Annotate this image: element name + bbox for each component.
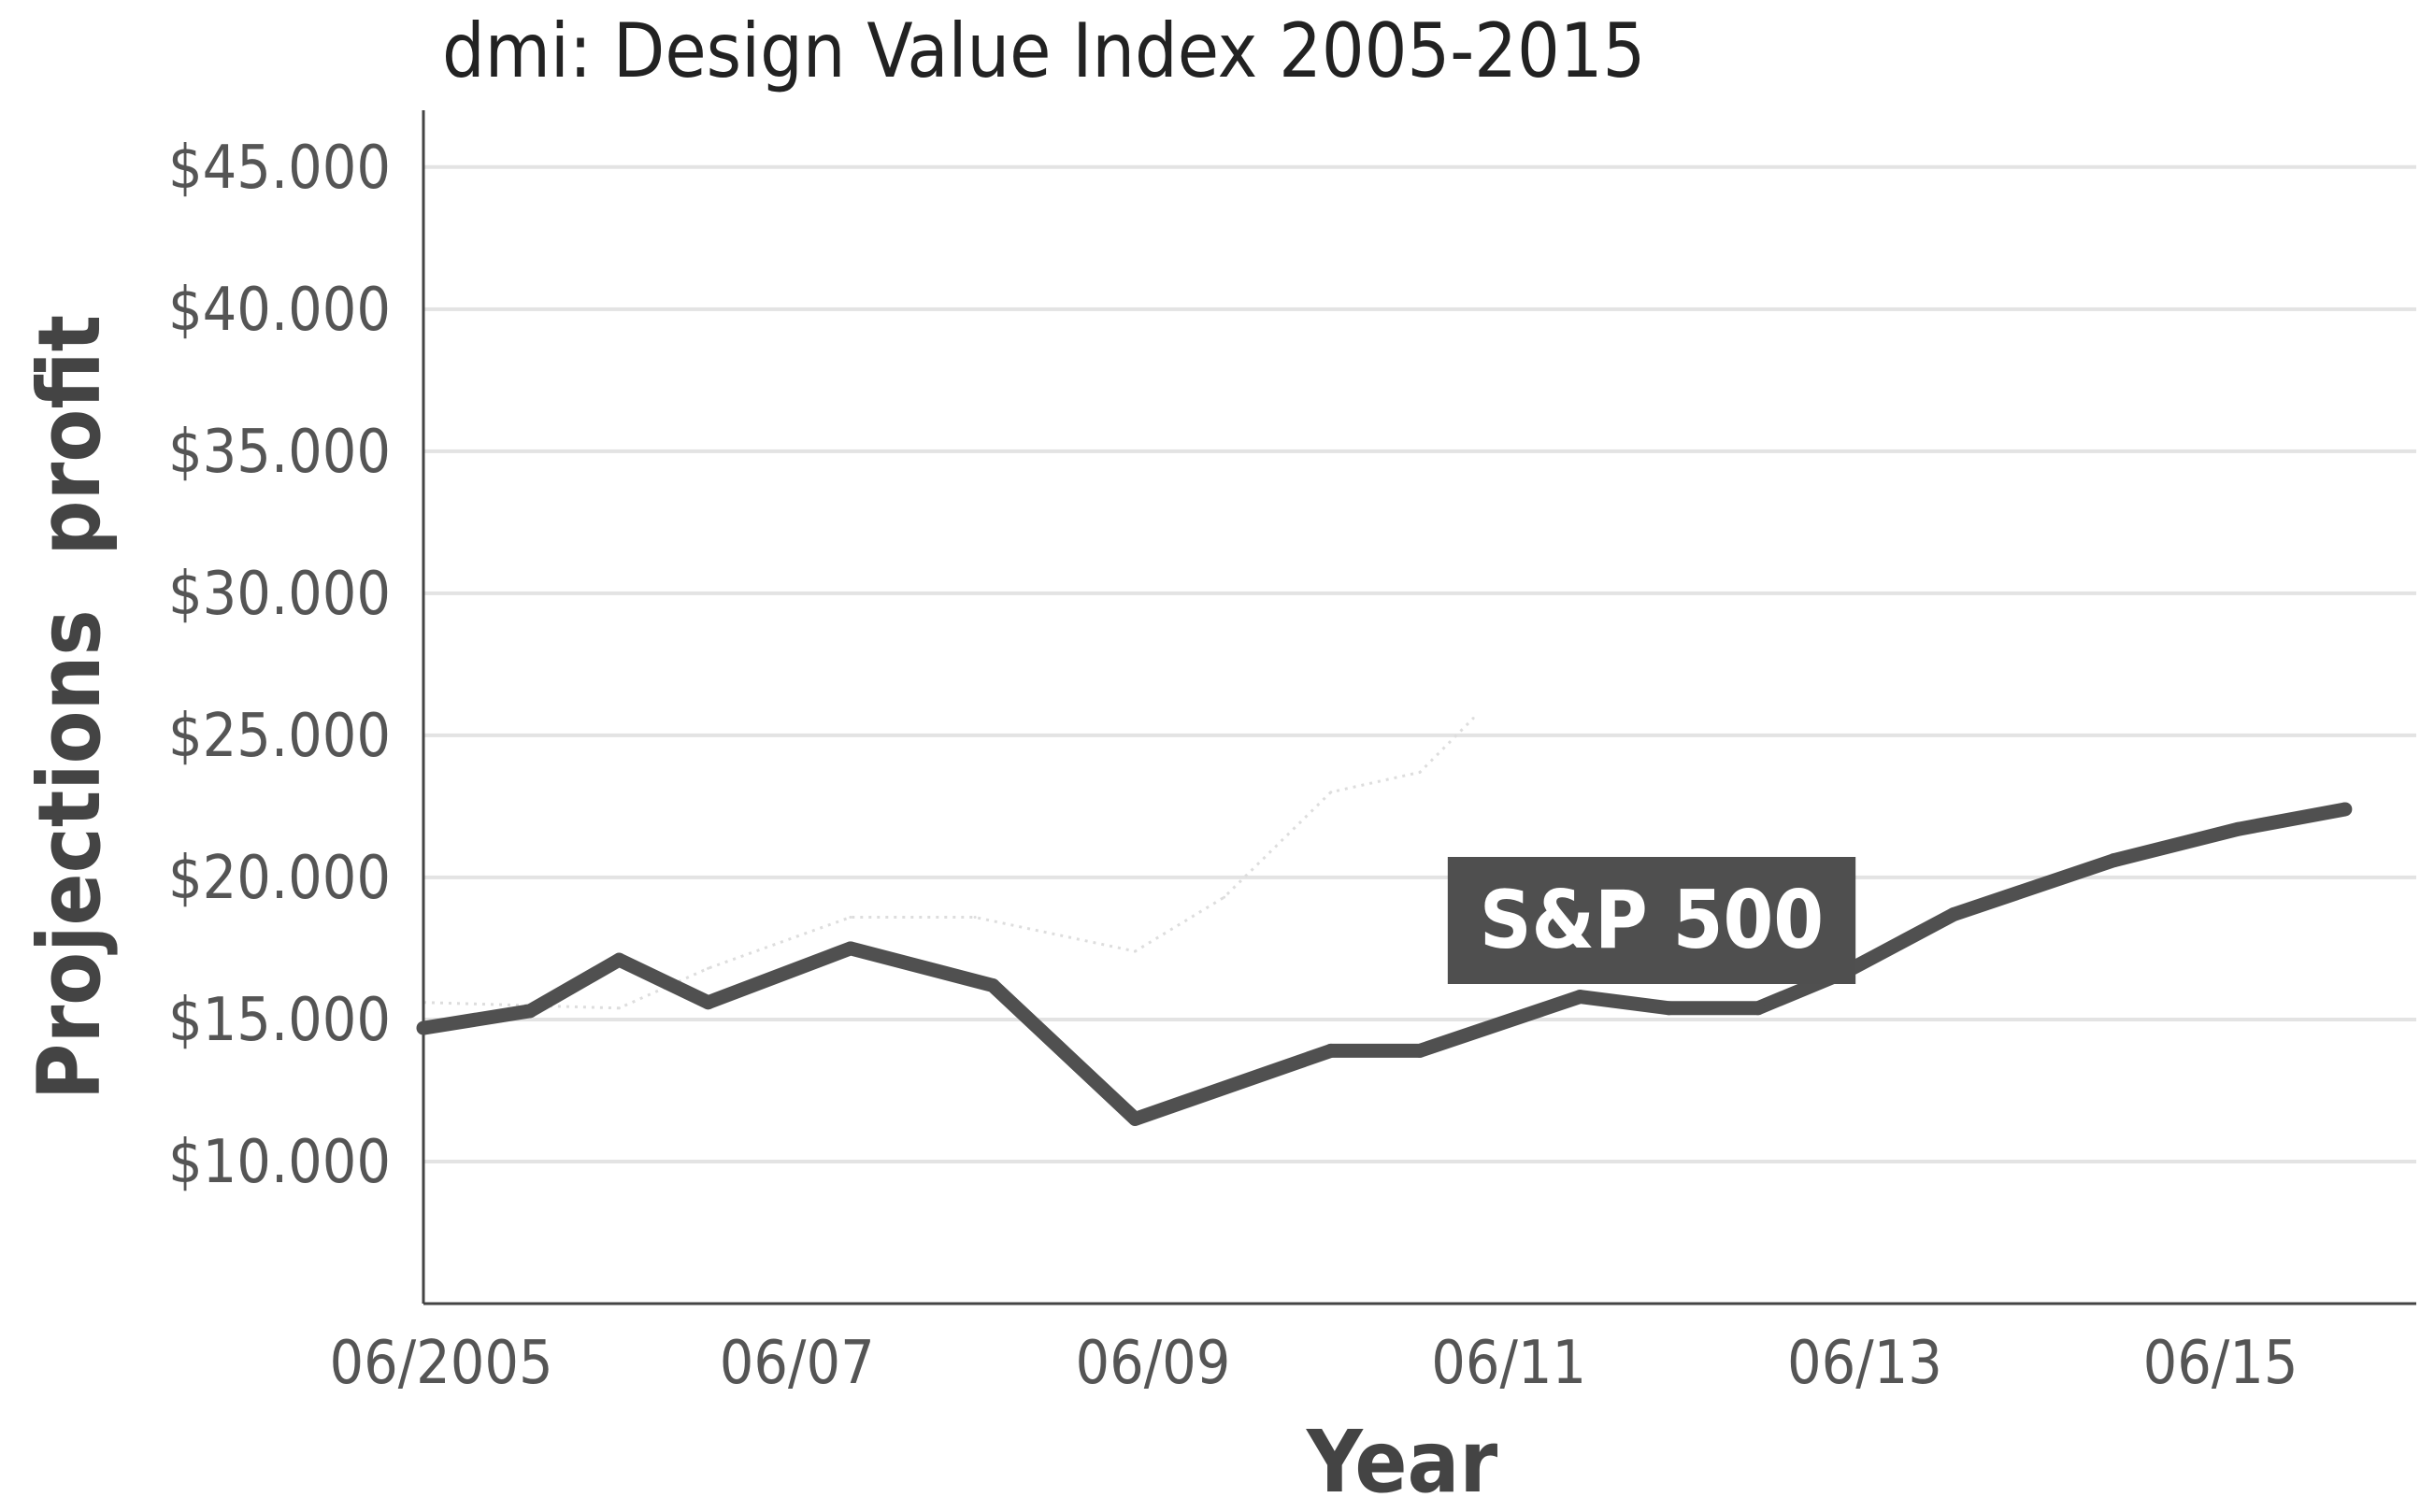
- series-line-s-p-500: [422, 802, 2347, 1126]
- y-tick-label: $45.000: [168, 134, 391, 203]
- data-point: [523, 1004, 537, 1019]
- data-point: [2338, 802, 2353, 817]
- series-label-text: S&P 500: [1480, 874, 1824, 967]
- data-point: [1324, 1043, 1339, 1058]
- data-point: [1329, 791, 1333, 794]
- x-tick-label: 06/13: [1787, 1329, 1942, 1398]
- y-tick-label: $25.000: [168, 702, 391, 771]
- series-line-dmi: [422, 717, 1475, 1010]
- dmi-series-layer: [422, 717, 1475, 1010]
- data-point: [2106, 853, 2121, 868]
- data-point: [1127, 1111, 1142, 1126]
- data-point: [1662, 1001, 1676, 1016]
- data-point: [707, 966, 710, 970]
- y-tick-label: $35.000: [168, 418, 391, 487]
- data-point: [1946, 906, 1961, 921]
- data-point: [973, 915, 977, 919]
- data-point: [1572, 990, 1587, 1005]
- y-tick-label: $40.000: [168, 276, 391, 345]
- y-tick-labels: $10.000 $15.000 $20.000 $25.000 $30.000 $35.0…: [168, 134, 391, 1197]
- data-point: [611, 952, 626, 967]
- data-point: [1471, 717, 1475, 720]
- data-point: [617, 1006, 621, 1010]
- chart-title: dmi: Design Value Index 2005-2015: [442, 7, 1645, 94]
- data-point: [2231, 821, 2246, 836]
- x-tick-label: 06/09: [1076, 1329, 1231, 1398]
- x-tick-label: 06/15: [2143, 1329, 2298, 1398]
- y-axis-title: Projections profit: [20, 315, 120, 1100]
- x-tick-labels: 06/2005 06/07 06/09 06/11 06/13 06/15: [329, 1329, 2298, 1398]
- y-tick-label: $20.000: [168, 844, 391, 913]
- data-point: [849, 915, 852, 919]
- data-point: [843, 941, 858, 956]
- series-label: S&P 500: [1447, 857, 1856, 984]
- data-point: [1223, 895, 1226, 899]
- x-tick-label: 06/2005: [329, 1329, 552, 1398]
- axes: [422, 110, 2416, 1305]
- x-tick-label: 06/07: [720, 1329, 875, 1398]
- data-point: [985, 977, 1000, 992]
- series-label-box: [1447, 857, 1856, 984]
- data-point: [1412, 1043, 1427, 1058]
- data-point: [1133, 949, 1137, 953]
- grid-lines: [423, 164, 2416, 1163]
- y-tick-label: $30.000: [168, 560, 391, 629]
- y-tick-label: $15.000: [168, 986, 391, 1055]
- data-point: [1418, 770, 1422, 774]
- sp500-series-layer: [416, 802, 2353, 1126]
- y-tick-label: $10.000: [168, 1128, 391, 1197]
- data-point: [701, 995, 716, 1010]
- x-axis-title: Year: [1306, 1412, 1497, 1512]
- data-point: [416, 1020, 431, 1035]
- x-tick-label: 06/11: [1431, 1329, 1586, 1398]
- data-point: [1751, 1001, 1766, 1016]
